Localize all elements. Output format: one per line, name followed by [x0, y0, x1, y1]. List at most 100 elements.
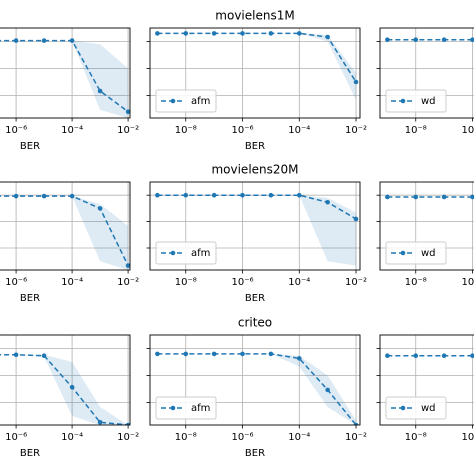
marker: [155, 31, 160, 36]
x-tick-label: 10⁻⁸: [405, 277, 427, 288]
legend-frame: [385, 396, 447, 420]
marker: [155, 351, 160, 357]
panel-title: movielens20M: [211, 163, 298, 177]
panel-title: criteo: [238, 316, 272, 330]
marker: [41, 353, 47, 359]
x-axis-label: BER: [20, 141, 40, 152]
panel-frame: [0, 27, 131, 119]
panel-frame: [379, 27, 474, 119]
series-line: [157, 353, 357, 425]
marker: [13, 38, 19, 43]
panel: 10⁻⁸ 10⁻⁶ wd: [376, 334, 474, 443]
marker: [125, 422, 130, 425]
band: [157, 353, 357, 425]
marker: [125, 263, 130, 268]
x-tick-label: 10⁻²: [117, 125, 139, 136]
x-tick-label: 10⁻⁶: [232, 277, 254, 288]
marker: [97, 420, 103, 425]
plot-area: [150, 335, 360, 425]
x-tick-label: 10⁻⁴: [61, 432, 83, 443]
legend: wd: [385, 89, 447, 113]
x-tick-label: 10⁻⁴: [288, 125, 310, 136]
x-tick-label: 10⁻⁴: [61, 125, 83, 136]
x-tick-label: 10⁻⁶: [232, 125, 254, 136]
x-tick-label: 10⁻⁴: [288, 432, 310, 443]
x-axis-label: BER: [20, 293, 40, 304]
panel-frame: [149, 27, 361, 119]
marker: [325, 34, 330, 40]
marker: [325, 199, 330, 205]
marker: [125, 109, 130, 114]
legend-marker: [400, 98, 406, 104]
x-tick-label: 10⁻⁸: [175, 125, 197, 136]
marker: [69, 38, 75, 43]
legend-marker: [400, 250, 406, 256]
legend-marker: [170, 250, 176, 256]
legend-marker: [170, 405, 176, 411]
marker: [353, 79, 359, 85]
x-axis-label: BER: [245, 293, 265, 304]
marker: [325, 387, 330, 393]
legend: afm: [155, 89, 217, 113]
marker: [240, 31, 245, 36]
band: [0, 196, 129, 270]
legend-label: afm: [191, 248, 210, 259]
marker: [385, 194, 390, 200]
marker: [240, 192, 245, 198]
marker: [413, 37, 419, 42]
panel-frame: [379, 181, 474, 271]
marker: [69, 384, 75, 390]
panel: 10⁻⁸ 10⁻⁶ wd: [376, 181, 474, 288]
marker: [97, 206, 103, 211]
legend-frame: [155, 396, 217, 420]
band: [0, 40, 129, 118]
marker: [353, 422, 359, 425]
x-tick-label: 10⁻⁶: [5, 125, 27, 136]
marker: [41, 38, 47, 43]
marker: [296, 192, 302, 198]
x-tick-label: 10⁻⁶: [5, 432, 27, 443]
x-tick-label: 10⁻⁸: [405, 432, 427, 443]
marker: [183, 192, 189, 198]
marker: [211, 31, 217, 36]
plot-area: [0, 335, 130, 425]
x-axis-label: BER: [20, 448, 40, 459]
marker: [268, 351, 274, 357]
x-tick-label: 10⁻⁶: [462, 432, 474, 443]
panel: 10⁻⁸ 10⁻⁶ 10⁻⁴ 10⁻² afm movielens20M BER: [146, 163, 367, 304]
legend-label: wd: [421, 248, 436, 259]
legend-label: afm: [191, 96, 210, 107]
marker: [211, 351, 217, 357]
legend-label: afm: [191, 403, 210, 414]
x-axis-label: BER: [245, 448, 265, 459]
series-line: [0, 39, 129, 113]
marker: [441, 194, 447, 200]
x-tick-label: 10⁻⁴: [61, 277, 83, 288]
x-tick-label: 10⁻⁸: [405, 125, 427, 136]
legend-marker: [170, 98, 176, 104]
x-tick-label: 10⁻⁴: [288, 277, 310, 288]
series-line: [157, 32, 357, 83]
marker: [385, 353, 390, 359]
marker: [353, 216, 359, 222]
series-line: [0, 354, 129, 425]
x-tick-label: 10⁻⁶: [232, 432, 254, 443]
legend-frame: [385, 241, 447, 265]
x-tick-label: 10⁻⁸: [175, 277, 197, 288]
x-axis-label: BER: [245, 141, 265, 152]
marker: [296, 31, 302, 36]
x-tick-label: 10⁻⁶: [462, 277, 474, 288]
marker: [183, 351, 189, 357]
panel-frame: [0, 334, 131, 426]
band: [157, 195, 357, 266]
x-tick-label: 10⁻⁸: [175, 432, 197, 443]
panel-frame: [149, 334, 361, 426]
panel-frame: [0, 181, 131, 271]
legend: afm: [155, 241, 217, 265]
marker: [211, 192, 217, 198]
panel-frame: [149, 181, 361, 271]
marker: [69, 193, 75, 199]
x-tick-label: 10⁻⁶: [462, 125, 474, 136]
x-tick-label: 10⁻⁶: [5, 277, 27, 288]
